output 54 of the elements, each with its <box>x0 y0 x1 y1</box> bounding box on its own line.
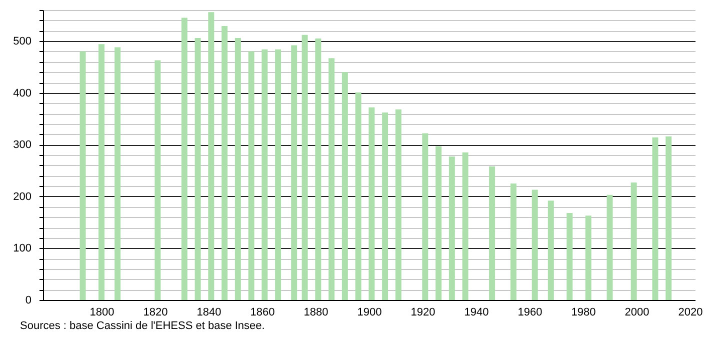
bar <box>262 49 268 300</box>
bar <box>462 152 468 300</box>
x-tick-label: 1840 <box>196 306 222 318</box>
bar <box>652 137 658 300</box>
bar <box>154 60 161 300</box>
x-tick-label: 2000 <box>624 306 650 318</box>
bar <box>395 109 402 300</box>
y-tick-label: 400 <box>13 87 32 100</box>
x-tick-label: 1980 <box>571 306 596 318</box>
bar <box>275 49 282 300</box>
x-tick-label: 1860 <box>250 306 275 318</box>
bar <box>315 38 322 300</box>
y-tick-label: 100 <box>13 242 32 255</box>
bar <box>606 194 613 300</box>
bar <box>181 18 188 300</box>
bar <box>302 34 308 300</box>
bar <box>248 51 254 300</box>
x-tick-label: 1920 <box>410 306 436 318</box>
y-tick-label: 300 <box>13 139 32 152</box>
y-tick-label: 500 <box>13 36 32 48</box>
bar <box>489 166 496 300</box>
bar <box>510 183 516 300</box>
bar <box>548 200 554 300</box>
bar <box>532 190 538 300</box>
bar <box>666 136 672 300</box>
bar <box>291 45 298 300</box>
bar <box>234 38 241 300</box>
source-note: Sources : base Cassini de l'EHESS et base Insee. <box>20 320 265 332</box>
bar <box>98 44 104 300</box>
x-tick-label: 1880 <box>304 306 328 318</box>
y-tick-label: 200 <box>13 190 32 203</box>
bar <box>328 58 335 300</box>
x-tick-label: 2020 <box>678 306 703 318</box>
bar <box>355 92 362 300</box>
bar <box>342 72 348 300</box>
bar <box>566 213 573 300</box>
x-tick-label: 1900 <box>357 306 382 318</box>
bar <box>222 26 228 300</box>
bar <box>208 12 214 300</box>
bar <box>382 112 388 300</box>
bar <box>114 47 121 300</box>
x-tick-label: 1800 <box>90 306 114 318</box>
bar <box>630 182 637 300</box>
bar <box>585 216 592 300</box>
bar <box>80 51 86 300</box>
x-tick-label: 1820 <box>143 306 168 318</box>
bar <box>448 156 455 300</box>
x-tick-label: 1940 <box>464 306 489 318</box>
bar <box>368 107 375 300</box>
y-tick-label: 0 <box>25 294 32 306</box>
bar <box>436 146 442 300</box>
x-tick-label: 1960 <box>518 306 542 318</box>
bar <box>422 133 428 300</box>
bar <box>194 38 201 300</box>
